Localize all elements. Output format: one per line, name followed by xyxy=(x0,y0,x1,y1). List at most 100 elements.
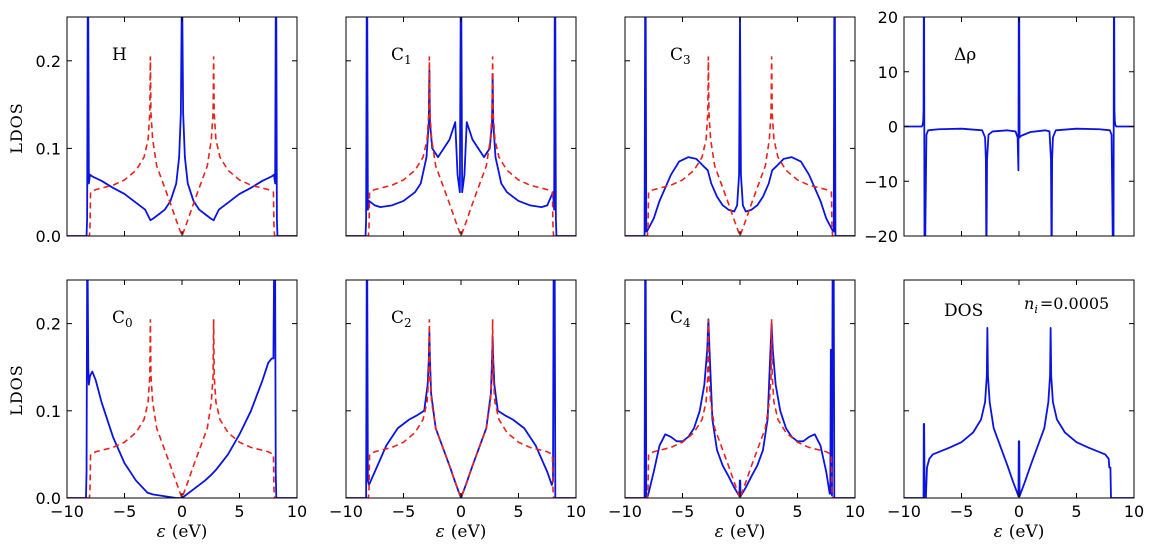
y-tick-label: 0.1 xyxy=(36,139,61,158)
x-axis-label: ε (eV) xyxy=(436,522,487,542)
panel-label-subscript: 4 xyxy=(683,316,691,330)
panel-C4-label: C4 xyxy=(670,308,691,330)
panel-C3-solid-line xyxy=(625,17,855,236)
annotation-subscript: i xyxy=(1034,303,1038,316)
x-tick-label: 5 xyxy=(1071,502,1081,521)
x-tick-label: −10 xyxy=(329,502,363,521)
panel-C3-dashed-line xyxy=(625,56,855,236)
panel-C1-label: C1 xyxy=(391,45,412,67)
panel-DOS-series xyxy=(904,327,1134,498)
panel-C2-dashed-line xyxy=(346,319,576,498)
panel-C0-dashed-line xyxy=(67,319,297,498)
panel-label-main: Δρ xyxy=(954,45,976,65)
annotation-value: =0.0005 xyxy=(1040,294,1109,313)
panel-H-solid-line xyxy=(67,17,297,236)
x-tick-label: 5 xyxy=(513,502,523,521)
panel-label-main: H xyxy=(112,45,127,65)
x-axis-symbol: ε xyxy=(157,522,166,542)
x-tick-label: −5 xyxy=(671,502,695,521)
impurity-concentration-annotation: ni =0.0005 xyxy=(1024,294,1109,316)
panel-C2-label: C2 xyxy=(391,308,412,330)
panel-C0-solid-line xyxy=(67,280,297,498)
panel-drho: −20 −10 0 10 20 Δρ xyxy=(864,8,1135,246)
x-tick-label: −5 xyxy=(392,502,416,521)
shared-y-labels: LDOS LDOS xyxy=(7,102,26,416)
panel-C1-solid-line xyxy=(346,17,576,236)
panel-C1-dashed-line xyxy=(346,56,576,236)
x-tick-label: 10 xyxy=(845,502,865,521)
panel-label-subscript: 0 xyxy=(125,316,133,330)
panel-label-subscript: 2 xyxy=(404,316,412,330)
panel-H-series xyxy=(67,17,297,236)
panel-drho-series xyxy=(904,17,1134,236)
x-tick-label: −5 xyxy=(113,502,137,521)
y-tick-label: 0.1 xyxy=(36,402,61,421)
panel-label-main: C xyxy=(670,308,683,328)
panel-C4-dashed-line xyxy=(625,319,855,498)
panel-C1-series xyxy=(346,17,576,236)
panel-C2-solid-line xyxy=(346,280,576,498)
panel-DOS: −10 −5 0 5 10 DOS ni =0.0005 ε (eV) xyxy=(887,279,1144,542)
panel-C4: −10 −5 0 5 10 C4 ε (eV) xyxy=(608,279,865,542)
panel-H: 0.0 0.1 0.2 H xyxy=(36,16,298,246)
x-tick-label: 10 xyxy=(1124,502,1144,521)
panel-label-subscript: 3 xyxy=(683,53,691,67)
x-tick-label: 0 xyxy=(456,502,466,521)
y-tick-label: 0.0 xyxy=(36,489,61,508)
x-axis-symbol: ε xyxy=(436,522,445,542)
x-axis-label: ε (eV) xyxy=(994,522,1045,542)
y-tick-label: 0.2 xyxy=(36,315,61,334)
panel-label-main: C xyxy=(670,45,683,65)
y-axis-label-top: LDOS xyxy=(7,102,26,154)
x-axis-label: ε (eV) xyxy=(715,522,766,542)
x-tick-label: 10 xyxy=(287,502,307,521)
panel-drho-label: Δρ xyxy=(954,45,976,65)
y-tick-label: −20 xyxy=(864,227,898,246)
annotation-symbol: n xyxy=(1024,294,1034,313)
y-tick-label: 0.0 xyxy=(36,227,61,246)
y-axis-label-bottom: LDOS xyxy=(7,364,26,416)
panel-C3: C3 xyxy=(624,16,856,237)
x-tick-label: −5 xyxy=(950,502,974,521)
panel-DOS-solid-line xyxy=(904,327,1134,498)
panel-label-main: DOS xyxy=(944,301,983,321)
panel-H-label: H xyxy=(112,45,127,65)
panel-C3-label: C3 xyxy=(670,45,691,67)
x-tick-label: 0 xyxy=(735,502,745,521)
panel-H-dashed-line xyxy=(67,56,297,236)
x-tick-label: −10 xyxy=(887,502,921,521)
panel-C0-series xyxy=(67,280,297,498)
panel-label-subscript: 1 xyxy=(404,53,412,67)
x-axis-unit: (eV) xyxy=(730,522,766,542)
panel-C2: −10 −5 0 5 10 C2 ε (eV) xyxy=(329,279,586,542)
x-tick-label: −10 xyxy=(608,502,642,521)
panel-C4-solid-line xyxy=(625,280,855,498)
panel-C4-frame xyxy=(624,279,856,499)
x-tick-label: −10 xyxy=(50,502,84,521)
x-axis-unit: (eV) xyxy=(172,522,208,542)
panel-label-main: C xyxy=(391,45,404,65)
panel-C3-series xyxy=(625,17,855,236)
y-tick-label: 0.2 xyxy=(36,52,61,71)
panel-C0-label: C0 xyxy=(112,308,133,330)
x-axis-unit: (eV) xyxy=(1009,522,1045,542)
x-axis-unit: (eV) xyxy=(451,522,487,542)
panel-C0-frame xyxy=(66,279,298,499)
panel-label-main: C xyxy=(391,308,404,328)
panel-C2-frame xyxy=(345,279,577,499)
y-tick-label: 10 xyxy=(878,63,898,82)
x-axis-symbol: ε xyxy=(715,522,724,542)
panel-C4-series xyxy=(625,280,855,498)
y-tick-label: −10 xyxy=(864,172,898,191)
y-tick-label: 0 xyxy=(888,118,898,137)
x-tick-label: 0 xyxy=(1014,502,1024,521)
x-tick-label: 10 xyxy=(566,502,586,521)
panel-C0: −10 −5 0 5 10 0.0 0.1 0.2 C0 ε (eV) xyxy=(36,279,307,542)
x-tick-label: 5 xyxy=(234,502,244,521)
panel-C1: C1 xyxy=(345,16,577,237)
panel-label-main: C xyxy=(112,308,125,328)
panel-C2-series xyxy=(346,280,576,498)
panel-drho-solid-line xyxy=(904,17,1134,236)
